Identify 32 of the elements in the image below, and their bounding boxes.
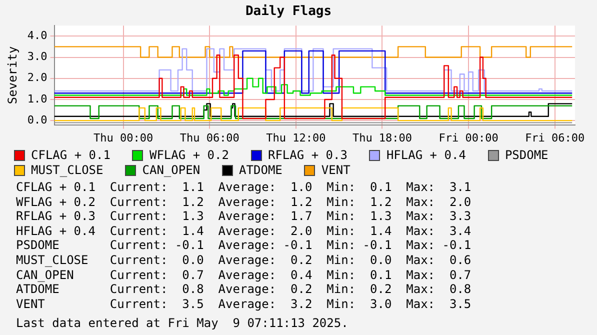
x-tick-label: Fri 06:00 [525,131,585,144]
text: CFLAG + 0.1 Current: 1.1 Average: 1.0 Min: 0.1 Max: 3.1 [16,180,472,195]
text: PSDOME Current: -0.1 Average: -0.1 Min: -0.1 Max: -0.1 [16,238,472,253]
x-tick-label: Thu 00:00 [94,131,154,144]
x-tick-label: Thu 06:00 [180,131,240,144]
legend-label: WFLAG + 0.2 [148,148,229,163]
y-tick-label: 3.0 [27,50,48,64]
x-tick-label: Thu 18:00 [352,131,412,144]
x-tick-label: Thu 12:00 [266,131,326,144]
legend-label: MUST_CLOSE [30,163,104,178]
legend-label: CFLAG + 0.1 [30,148,110,163]
y-tick-label: 2.0 [27,71,48,84]
text: RFLAG + 0.3 Current: 1.3 Average: 1.7 Min: 1.3 Max: 3.3 [16,209,472,224]
legend-label: PSDOME [504,148,548,163]
text: CAN_OPEN Current: 0.7 Average: 0.4 Min: 0.1 Max: 0.7 [16,268,472,282]
chart-title: Daily Flags [245,4,332,20]
legend-label: CAN_OPEN [141,163,200,178]
text: Last data entered at Fri May 9 07:11:13 2025. [16,316,350,331]
legend-label: ATDOME [238,163,282,178]
legend-label: VENT [320,163,350,178]
y-tick-label: 0.0 [27,113,48,126]
y-tick-label: 1.0 [27,92,48,106]
text: ATDOME Current: 0.8 Average: 0.2 Min: 0.2 Max: 0.8 [16,282,472,297]
x-tick-label: Fri 00:00 [438,131,498,144]
legend-label: HFLAG + 0.4 [385,148,466,163]
text: VENT Current: 3.5 Average: 3.2 Min: 3.0 Max: 3.5 [16,296,472,312]
legend-label: RFLAG + 0.3 [266,148,348,163]
text: WFLAG + 0.2 Current: 1.2 Average: 1.2 Min: 1.2 Max: 2.0 [16,194,472,210]
text: MUST_CLOSE Current: 0.0 Average: 0.2 Min: 0.0 Max: 0.6 [16,252,472,268]
y-axis-title: Severity [5,46,20,104]
y-tick-label: 4.0 [27,29,48,42]
text: HFLAG + 0.4 Current: 1.4 Average: 2.0 Min: 1.4 Max: 3.4 [16,224,472,238]
